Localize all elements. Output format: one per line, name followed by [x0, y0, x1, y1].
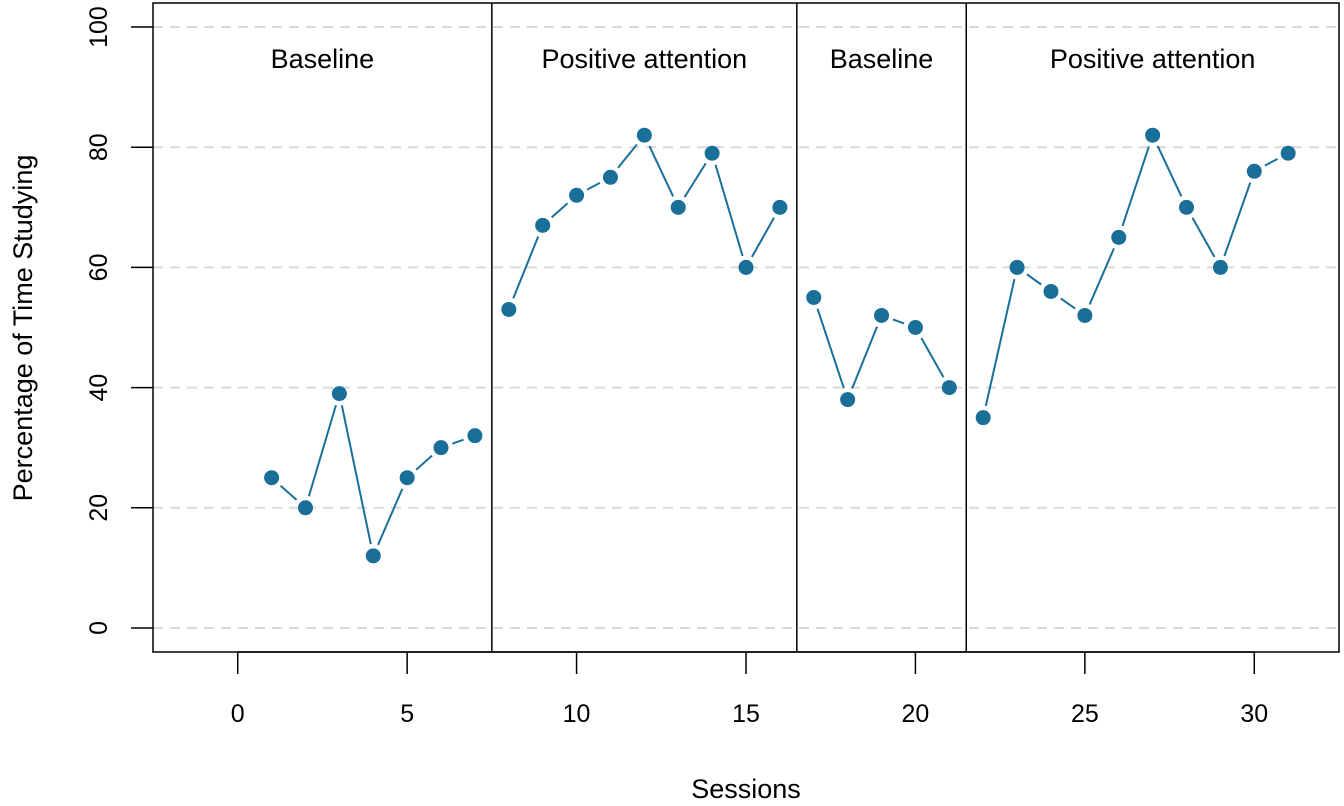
series-line [1026, 273, 1042, 286]
data-point [433, 440, 449, 456]
series-line [617, 143, 638, 169]
data-point [569, 187, 585, 203]
y-tick-label: 40 [85, 374, 113, 402]
data-point [535, 217, 551, 233]
series-line [1223, 182, 1252, 257]
plot-frame [152, 2, 1340, 653]
data-point [636, 127, 652, 143]
data-point [1280, 145, 1296, 161]
series-line [307, 404, 337, 497]
data-point [365, 548, 381, 564]
phase-label: Baseline [271, 44, 375, 74]
data-point [264, 470, 280, 486]
data-point [772, 199, 788, 215]
series-line [984, 278, 1016, 407]
data-point [602, 169, 618, 185]
phase-dividers [491, 3, 968, 652]
x-tick-label: 20 [902, 700, 930, 728]
y-axis-title: Percentage of Time Studying [8, 155, 38, 502]
series-line [1088, 247, 1115, 305]
series-line [377, 488, 404, 546]
series-line [892, 318, 905, 325]
data-point [297, 500, 313, 516]
data-point [941, 380, 957, 396]
phase-labels: Baseline Positive attention Baseline Positi… [271, 44, 1256, 74]
axes: 0 5 10 15 20 25 30 0 20 40 60 80 100 [85, 6, 1268, 728]
series-line [648, 145, 675, 197]
series-line [816, 308, 845, 389]
data-point [467, 428, 483, 444]
data-point [1212, 259, 1228, 275]
data-point [1145, 127, 1161, 143]
data-point [738, 259, 754, 275]
series-line [586, 182, 601, 191]
data-point [907, 320, 923, 335]
data-point [501, 301, 517, 317]
y-tick-label: 60 [85, 254, 113, 282]
x-tick-label: 15 [732, 700, 760, 728]
x-tick-label: 0 [231, 700, 245, 728]
data-point [704, 145, 720, 161]
phase-label: Baseline [830, 44, 934, 74]
y-tick-label: 20 [85, 494, 113, 522]
series-line [1060, 297, 1076, 310]
series-line [851, 326, 878, 389]
x-tick-label: 30 [1240, 700, 1268, 728]
series-line [1156, 145, 1183, 197]
data-point [840, 392, 856, 408]
x-tick-label: 5 [400, 700, 414, 728]
series-line [1191, 217, 1216, 258]
series-line [751, 217, 775, 258]
gridlines [153, 26, 1339, 629]
x-tick-label: 25 [1071, 700, 1099, 728]
data-point [975, 410, 991, 426]
x-axis-title: Sessions [691, 774, 801, 804]
data-point [1111, 229, 1127, 245]
data-point [1009, 259, 1025, 275]
series-line [551, 202, 569, 219]
phase-label: Positive attention [542, 44, 748, 74]
series-line [683, 162, 707, 198]
data-point [1043, 283, 1059, 299]
data-point [806, 289, 822, 305]
y-tick-label: 80 [85, 133, 113, 161]
data-point [1179, 199, 1195, 215]
data-point [1246, 163, 1262, 179]
data-point [1077, 307, 1093, 323]
series-line [340, 405, 372, 545]
data-point [331, 386, 347, 402]
x-tick-label: 10 [563, 700, 591, 728]
data-point [670, 199, 686, 215]
series-line [415, 454, 433, 471]
y-tick-label: 100 [85, 6, 113, 48]
series-line [920, 337, 945, 378]
series-line [1264, 157, 1279, 167]
data-series [264, 127, 1296, 564]
series-line [1121, 146, 1150, 227]
y-tick-label: 0 [85, 621, 113, 635]
series-line [279, 484, 298, 501]
phase-label: Positive attention [1050, 44, 1256, 74]
data-point [874, 307, 890, 323]
data-point [399, 470, 415, 486]
series-line [512, 236, 540, 299]
series-line [452, 438, 464, 445]
series-line [714, 164, 744, 257]
